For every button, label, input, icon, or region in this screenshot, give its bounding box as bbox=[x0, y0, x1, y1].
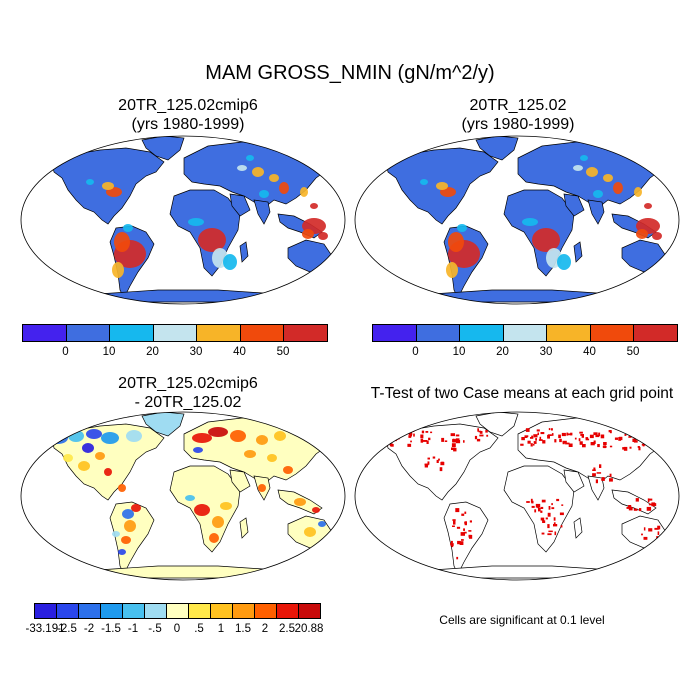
colorbar-abs-swatch bbox=[196, 324, 241, 342]
panel-2-title-line2: (yrs 1980-1999) bbox=[461, 116, 575, 133]
colorbar-diff-swatch bbox=[56, 603, 79, 619]
panel-3-title-line2: - 20TR_125.02 bbox=[134, 394, 242, 411]
panel-2-title: 20TR_125.02 (yrs 1980-1999) bbox=[358, 96, 678, 134]
colorbar-diff-swatch bbox=[144, 603, 167, 619]
colorbar-diff-swatch bbox=[78, 603, 101, 619]
land-arabia bbox=[229, 469, 251, 493]
colorbar-diff-swatch bbox=[254, 603, 277, 619]
colorbar-diff-label: -1.5 bbox=[101, 623, 121, 635]
colorbar-diff-label: 2.5 bbox=[279, 623, 295, 635]
colorbar-abs-label: 40 bbox=[583, 346, 596, 358]
colorbar-diff-label: 0 bbox=[173, 623, 181, 635]
land-india bbox=[253, 199, 271, 225]
colorbar-abs-swatch bbox=[152, 324, 197, 342]
panel-3-title: 20TR_125.02cmip6 - 20TR_125.02 bbox=[28, 374, 348, 412]
map-panel-4 bbox=[354, 411, 680, 581]
land-antarctica bbox=[391, 565, 653, 579]
map-panel-1 bbox=[20, 135, 346, 305]
panel-1-title-line2: (yrs 1980-1999) bbox=[131, 116, 245, 133]
colorbar-abs-swatch bbox=[633, 324, 678, 342]
panel-1-title: 20TR_125.02cmip6 (yrs 1980-1999) bbox=[28, 96, 348, 134]
land-antarctica bbox=[57, 565, 319, 579]
colorbar-diff-label: .5 bbox=[194, 623, 204, 635]
panel-4-title: T-Test of two Case means at each grid po… bbox=[352, 384, 692, 403]
colorbar-abs-label: 0 bbox=[412, 346, 419, 358]
figure-title: MAM GROSS_NMIN (gN/m^2/y) bbox=[205, 62, 495, 84]
map-panel-2 bbox=[354, 135, 680, 305]
land-arabia bbox=[563, 193, 585, 217]
colorbar-diff-label: -2 bbox=[83, 623, 95, 635]
colorbar-abs-label: 10 bbox=[102, 346, 116, 358]
significance-note: Cells are significant at 0.1 level bbox=[439, 613, 605, 627]
colorbar-diff-swatch bbox=[34, 603, 57, 619]
land-india bbox=[587, 199, 605, 225]
colorbar-diff-label: 20.88 bbox=[294, 623, 324, 635]
colorbar-panel-1: 0 10 20 30 40 50 bbox=[22, 324, 328, 362]
colorbar-abs-swatch bbox=[65, 324, 110, 342]
colorbar-abs-swatch bbox=[109, 324, 154, 342]
land-arabia bbox=[229, 193, 251, 217]
panel-4-title-line1: T-Test of two Case means at each grid po… bbox=[370, 385, 674, 402]
panel-2-title-line1: 20TR_125.02 bbox=[469, 97, 567, 114]
colorbar-abs-swatch bbox=[546, 324, 591, 342]
land-antarctica bbox=[391, 289, 653, 303]
colorbar-abs-swatch bbox=[22, 324, 67, 342]
panel-1-title-line1: 20TR_125.02cmip6 bbox=[118, 97, 258, 114]
colorbar-panel-3: -33.191 -2.5 -2 -1.5 -1 -.5 0 .5 1 1.5 2 2.5 20.88 bbox=[25, 603, 323, 639]
colorbar-abs-swatch bbox=[372, 324, 417, 342]
colorbar-diff-swatch bbox=[276, 603, 299, 619]
colorbar-abs-label: 30 bbox=[539, 346, 553, 358]
land-madagascar bbox=[573, 241, 583, 263]
colorbar-diff-swatch bbox=[166, 603, 189, 619]
colorbar-abs-swatch bbox=[239, 324, 284, 342]
colorbar-abs-swatch bbox=[589, 324, 634, 342]
colorbar-diff-swatch bbox=[122, 603, 145, 619]
colorbar-diff-swatch bbox=[232, 603, 255, 619]
colorbar-abs-swatch bbox=[415, 324, 460, 342]
colorbar-abs-label: 30 bbox=[189, 346, 203, 358]
colorbar-abs-label: 0 bbox=[62, 346, 69, 358]
land-arabia bbox=[563, 469, 585, 493]
colorbar-abs-label: 20 bbox=[146, 346, 159, 358]
colorbar-diff-swatch bbox=[210, 603, 233, 619]
colorbar-abs-label: 10 bbox=[452, 346, 466, 358]
land-madagascar bbox=[573, 517, 583, 539]
colorbar-abs-swatch bbox=[502, 324, 547, 342]
land-madagascar bbox=[239, 517, 249, 539]
panel-3-title-line1: 20TR_125.02cmip6 bbox=[118, 375, 258, 392]
colorbar-diff-label: -.5 bbox=[148, 623, 162, 635]
colorbar-panel-2: 0 10 20 30 40 50 bbox=[372, 324, 678, 362]
land-madagascar bbox=[239, 241, 249, 263]
colorbar-diff-label: -1 bbox=[127, 623, 139, 635]
colorbar-abs-swatch bbox=[283, 324, 328, 342]
colorbar-abs-label: 50 bbox=[626, 346, 640, 358]
colorbar-diff-swatch bbox=[298, 603, 321, 619]
colorbar-diff-label: -2.5 bbox=[57, 623, 77, 635]
colorbar-abs-label: 50 bbox=[276, 346, 290, 358]
land-india bbox=[587, 475, 605, 501]
colorbar-abs-swatch bbox=[459, 324, 504, 342]
colorbar-diff-label: 2 bbox=[261, 623, 269, 635]
colorbar-diff-swatch bbox=[100, 603, 123, 619]
land-seasia bbox=[611, 489, 657, 515]
colorbar-diff-label: -33.191 bbox=[25, 623, 65, 635]
colorbar-abs-label: 20 bbox=[496, 346, 509, 358]
colorbar-diff-label: 1.5 bbox=[235, 623, 251, 635]
map-panel-3 bbox=[20, 411, 346, 581]
land-antarctica bbox=[57, 289, 319, 303]
colorbar-diff-label: 1 bbox=[217, 623, 225, 635]
colorbar-diff-swatch bbox=[188, 603, 211, 619]
colorbar-abs-label: 40 bbox=[233, 346, 246, 358]
